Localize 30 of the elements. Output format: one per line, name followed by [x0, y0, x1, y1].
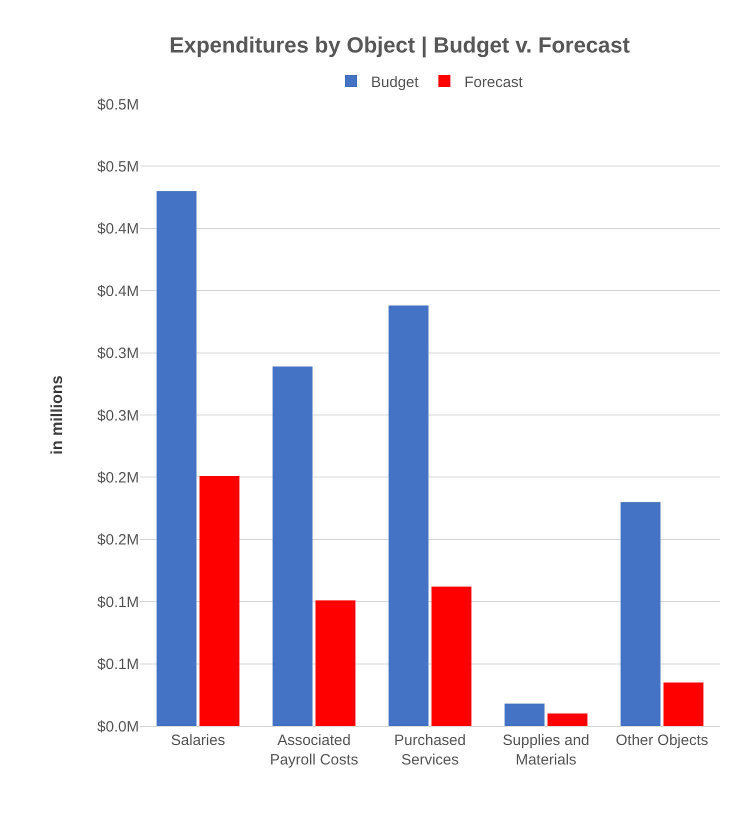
bar — [388, 306, 428, 726]
y-tick-label: $0.5M — [97, 96, 139, 114]
y-tick-label: $0.5M — [97, 158, 139, 176]
y-tick-label: $0.3M — [97, 407, 139, 424]
x-tick-label: Salaries — [170, 732, 226, 749]
y-tick-label: $0.0M — [97, 718, 139, 736]
bar — [316, 600, 356, 726]
y-tick-label: $0.2M — [97, 469, 139, 486]
bar — [504, 704, 544, 726]
chart-title: Expenditures by Object | Budget v. Forecast — [169, 32, 631, 58]
bar — [432, 586, 472, 726]
x-tick-label: Associated Payroll Costs — [270, 732, 358, 768]
bar — [664, 682, 704, 726]
y-tick-label: $0.1M — [97, 656, 139, 674]
bar — [156, 191, 196, 726]
x-tick-label: Other Objects — [616, 732, 708, 749]
y-axis-title: in millions — [49, 375, 66, 455]
bar — [200, 476, 240, 726]
y-tick-label: $0.2M — [97, 532, 139, 549]
y-tick-label: $0.1M — [97, 594, 139, 611]
y-tick-label: $0.4M — [97, 282, 139, 300]
legend-label: Budget — [371, 74, 420, 91]
y-tick-label: $0.3M — [97, 345, 139, 362]
x-tick-label: Purchased Services — [394, 732, 466, 768]
bar — [548, 714, 588, 726]
y-tick-label: $0.4M — [97, 220, 139, 238]
bar — [272, 366, 312, 726]
legend-label: Forecast — [464, 74, 524, 91]
x-tick-label: Supplies and Materials — [502, 732, 590, 768]
bar — [620, 502, 660, 726]
